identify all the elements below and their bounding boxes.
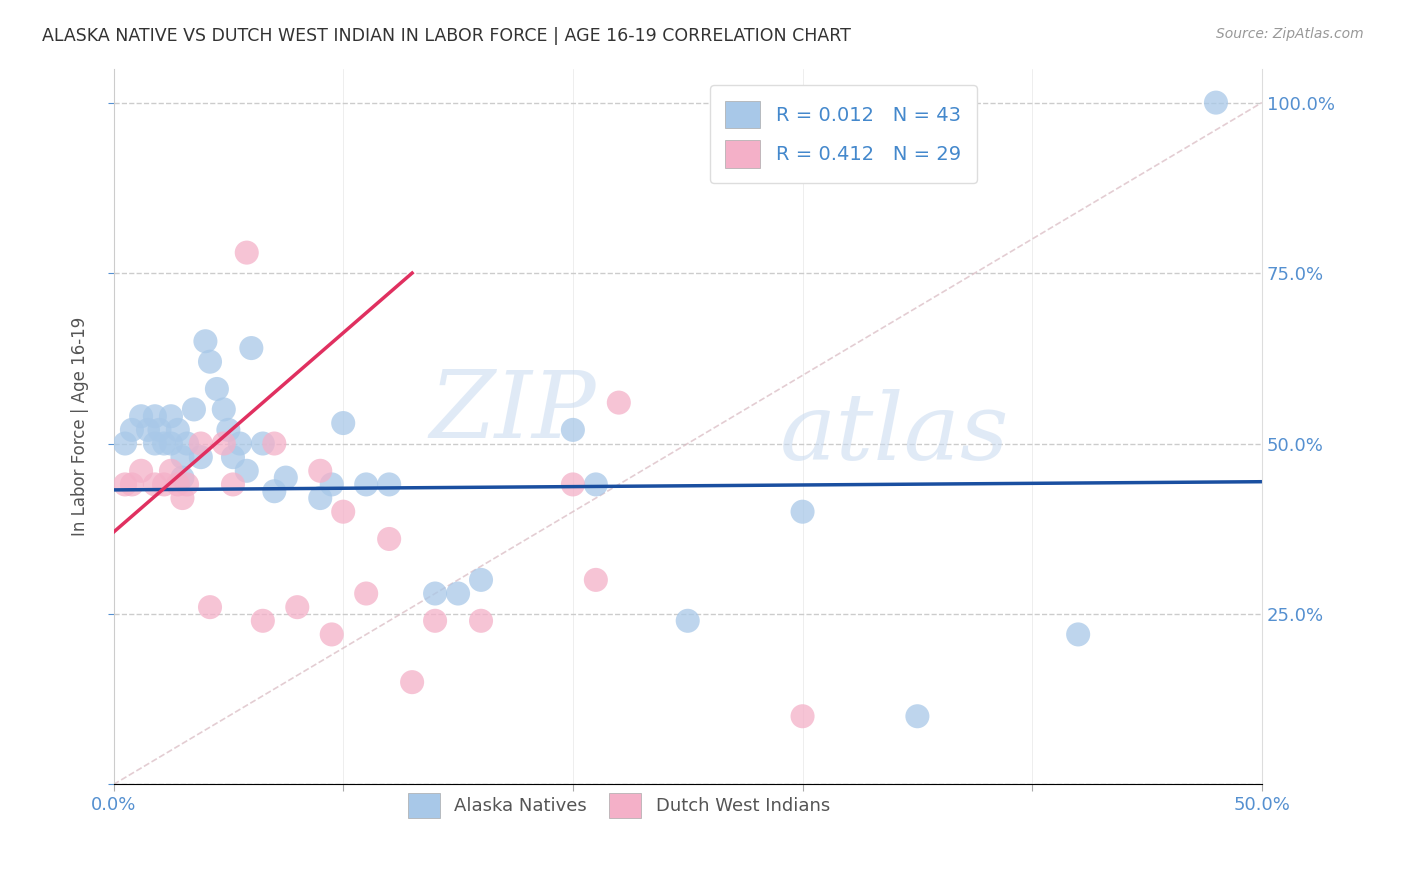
Point (252, 436, 274, 450)
Text: ZIP: ZIP (429, 368, 596, 458)
Point (354, 477, 377, 491)
Point (222, 477, 245, 491)
Point (585, 477, 607, 491)
Point (332, 416, 354, 430)
Text: Source: ZipAtlas.com: Source: ZipAtlas.com (1216, 27, 1364, 41)
Point (172, 450, 194, 465)
Point (561, 477, 583, 491)
Point (172, 470, 194, 484)
Point (129, 409, 152, 424)
Point (143, 477, 166, 491)
Point (378, 477, 401, 491)
Point (143, 409, 166, 424)
Point (309, 491, 332, 505)
Point (229, 436, 252, 450)
Point (190, 450, 212, 465)
Point (205, 382, 228, 396)
Point (470, 573, 492, 587)
Point (401, 675, 423, 690)
Point (561, 423, 583, 437)
Point (114, 436, 136, 450)
Legend: Alaska Natives, Dutch West Indians: Alaska Natives, Dutch West Indians (401, 786, 838, 825)
Point (332, 505, 354, 519)
Point (423, 614, 446, 628)
Point (222, 450, 245, 465)
Point (309, 464, 332, 478)
Point (166, 477, 188, 491)
Text: ALASKA NATIVE VS DUTCH WEST INDIAN IN LABOR FORCE | AGE 16-19 CORRELATION CHART: ALASKA NATIVE VS DUTCH WEST INDIAN IN LA… (42, 27, 851, 45)
Point (166, 423, 188, 437)
Point (212, 402, 235, 417)
Point (172, 491, 194, 505)
Point (121, 477, 143, 491)
Point (121, 423, 143, 437)
Point (263, 436, 285, 450)
Point (321, 477, 343, 491)
Point (143, 436, 166, 450)
Point (470, 614, 492, 628)
Point (236, 464, 259, 478)
Point (183, 402, 205, 417)
Point (423, 586, 446, 600)
Point (321, 627, 343, 641)
Point (129, 464, 152, 478)
Point (194, 334, 217, 349)
Point (676, 614, 699, 628)
Point (905, 709, 928, 723)
Point (148, 423, 170, 437)
Point (217, 423, 239, 437)
Point (198, 600, 221, 615)
Point (160, 409, 183, 424)
Point (585, 573, 607, 587)
Point (285, 600, 308, 615)
Point (263, 484, 285, 499)
Point (153, 436, 176, 450)
Point (212, 436, 235, 450)
Point (607, 395, 630, 409)
Point (354, 586, 377, 600)
Point (160, 464, 183, 478)
Point (252, 614, 274, 628)
Point (160, 436, 183, 450)
Point (1205, 95, 1227, 110)
Point (792, 709, 814, 723)
Point (176, 477, 198, 491)
Point (153, 477, 176, 491)
Point (447, 586, 470, 600)
Point (176, 436, 198, 450)
Text: atlas: atlas (779, 389, 1010, 479)
Point (190, 436, 212, 450)
Point (114, 477, 136, 491)
Point (1067, 627, 1090, 641)
Y-axis label: In Labor Force | Age 16-19: In Labor Force | Age 16-19 (72, 317, 89, 536)
Point (792, 505, 814, 519)
Point (378, 532, 401, 546)
Point (236, 245, 259, 260)
Point (240, 341, 263, 355)
Point (274, 470, 297, 484)
Point (136, 423, 159, 437)
Point (198, 354, 221, 368)
